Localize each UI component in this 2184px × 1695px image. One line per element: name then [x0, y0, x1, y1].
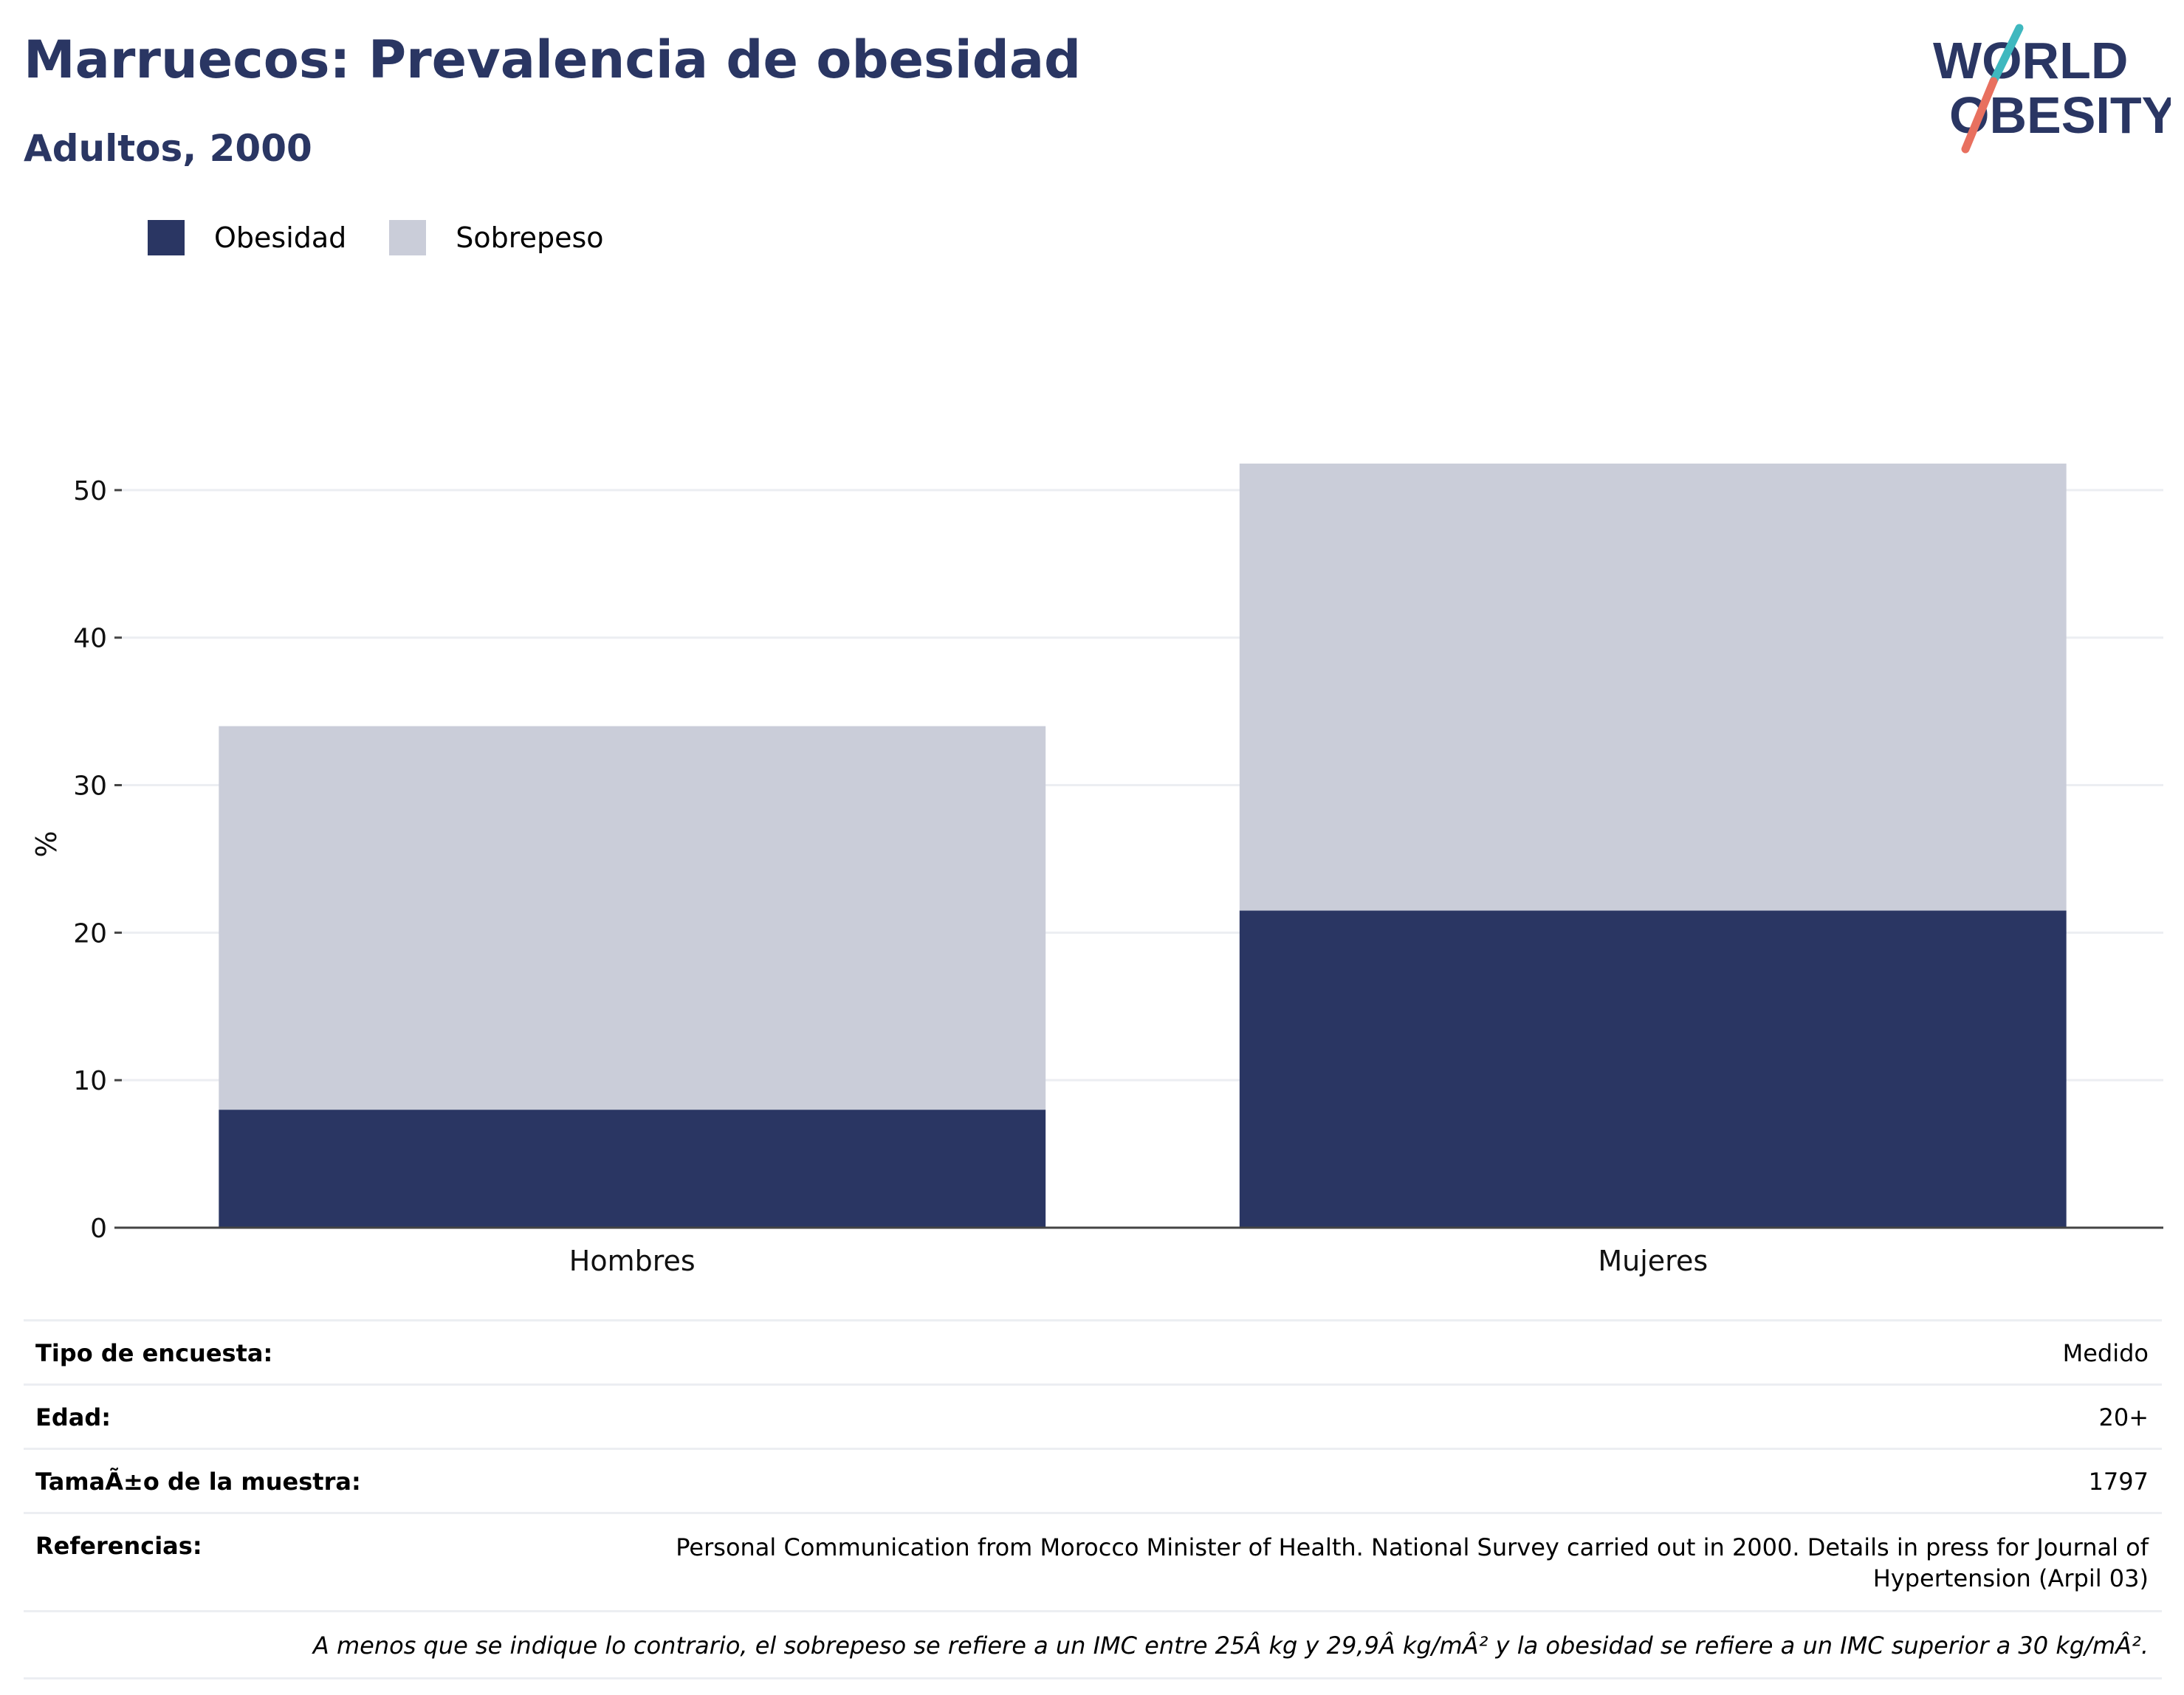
- bar-obesidad-mujeres: [1239, 910, 2067, 1228]
- chart-legend: Obesidad Sobrepeso: [148, 220, 647, 255]
- bar-obesidad-hombres: [219, 1110, 1046, 1228]
- y-axis-label: %: [30, 831, 63, 857]
- info-row-age: Edad: 20+: [24, 1383, 2162, 1448]
- legend-swatch-obesidad: [148, 220, 185, 255]
- info-label-sample-size: TamaÃ±o de la muestra:: [35, 1468, 361, 1496]
- legend-label-sobrepeso: Sobrepeso: [456, 221, 604, 254]
- bar-sobrepeso-mujeres: [1239, 463, 2067, 911]
- y-tick-label: 30: [73, 771, 107, 802]
- info-label-survey-type: Tipo de encuesta:: [35, 1339, 273, 1367]
- info-row-references: Referencias: Personal Communication from…: [24, 1512, 2162, 1610]
- y-tick-label: 20: [73, 918, 107, 949]
- info-row-sample-size: TamaÃ±o de la muestra: 1797: [24, 1448, 2162, 1512]
- bar-sobrepeso-hombres: [219, 726, 1046, 1110]
- info-value-survey-type: Medido: [2062, 1339, 2149, 1367]
- legend-item-obesidad[interactable]: Obesidad: [148, 220, 346, 255]
- logo-slash-teal: [1989, 24, 2024, 86]
- stacked-bar-chart: 0 10 20 30 40 50 Hombres Mujeres%: [30, 463, 2163, 1277]
- x-tick-label: Hombres: [569, 1245, 696, 1277]
- chart-subtitle: Adultos, 2000: [24, 127, 312, 170]
- survey-info-table: Tipo de encuesta: Medido Edad: 20+ TamaÃ…: [24, 1319, 2162, 1679]
- definition-note: A menos que se indique lo contrario, el …: [24, 1610, 2162, 1679]
- legend-label-obesidad: Obesidad: [214, 221, 347, 254]
- info-value-references: Personal Communication from Morocco Mini…: [676, 1533, 2149, 1592]
- info-value-age: 20+: [2098, 1403, 2149, 1431]
- legend-swatch-sobrepeso: [389, 220, 427, 255]
- y-tick-label: 0: [90, 1214, 107, 1244]
- y-tick-label: 50: [73, 476, 107, 506]
- legend-item-sobrepeso[interactable]: Sobrepeso: [389, 220, 604, 255]
- logo-slash-coral: [1961, 77, 1998, 154]
- y-tick-label: 40: [73, 624, 107, 654]
- logo-text-world: WORLD: [1933, 32, 2128, 89]
- info-label-age: Edad:: [35, 1403, 111, 1431]
- info-value-sample-size: 1797: [2088, 1468, 2149, 1496]
- world-obesity-logo: WORLD OBESITY: [1933, 24, 2171, 154]
- info-label-references: Referencias:: [35, 1532, 202, 1560]
- info-row-survey-type: Tipo de encuesta: Medido: [24, 1319, 2162, 1383]
- y-tick-label: 10: [73, 1066, 107, 1096]
- x-tick-label: Mujeres: [1598, 1245, 1708, 1277]
- chart-title: Marruecos: Prevalencia de obesidad: [24, 30, 1082, 90]
